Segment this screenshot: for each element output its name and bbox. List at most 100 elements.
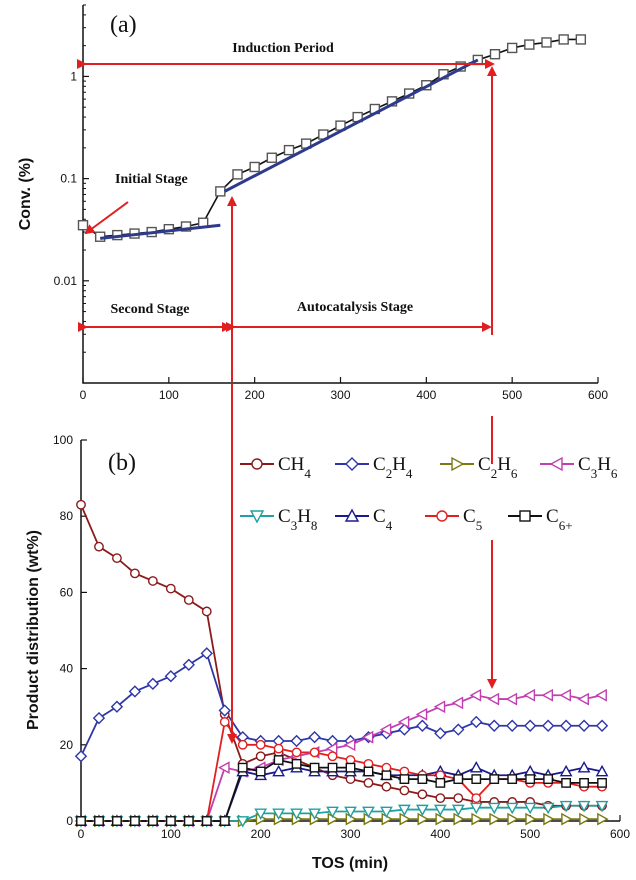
panel-b-data-point [380,806,393,819]
panel-a-data-point [489,49,501,60]
panel-b-data-point [308,808,321,821]
panel-b-data-point [435,793,446,804]
panel-b-data-point [507,774,518,784]
panel-b-data-point [236,816,250,828]
panel-b-data-point [291,758,302,769]
legend-label: C6+ [546,506,573,533]
legend-marker [344,508,360,522]
panel-a-data-point [180,221,192,232]
panel-a-series-line [82,38,581,238]
panel-b-data-point [164,670,178,683]
panel-b-y-tick-label: 60 [60,585,74,599]
panel-b-data-point [561,812,573,826]
legend-marker [345,457,359,471]
panel-b-data-point [541,802,555,815]
panel-b-data-point [597,812,609,826]
panel-b-data-point [309,747,320,758]
panel-b-data-point [219,717,230,727]
panel-b-label: (b) [108,450,136,476]
panel-b-data-point [579,778,589,788]
panel-a-y-tick-label: 0.01 [54,274,78,288]
initial-stage-arrow [84,201,129,235]
panel-b-data-point [94,541,104,552]
panel-b-data-point [379,723,392,736]
panel-b-data-point [577,692,589,706]
panel-b-data-point [489,774,500,784]
legend-marker [549,456,563,472]
panel-a-data-point [558,34,569,45]
panel-b-x-tick-label: 200 [251,827,271,841]
panel-b-data-point [344,806,357,819]
panel-b-data-point [381,781,392,792]
panel-b-data-point [308,730,321,744]
panel-b-data-point [559,764,573,777]
legend-label: C2H6 [478,454,518,481]
panel-b-data-point [343,738,356,752]
panel-a-y-axis-label: Conv. (%) [17,158,34,231]
panel-a-data-point [575,34,587,45]
panel-a-data-point [215,186,226,197]
legend-label: C3H6 [578,454,618,481]
panel-b-data-point [415,804,429,817]
panel-b-data-point [470,715,483,729]
panel-b-x-tick-label: 400 [430,827,450,841]
panel-b-series-line [81,766,603,822]
panel-b-data-point [577,800,591,813]
panel-b-data-point [254,808,268,821]
panel-b-data-point [146,677,160,691]
panel-b-data-point [398,723,411,736]
panel-b-data-point [272,808,286,821]
panel-b-data-point [112,553,122,564]
legend-label: C2H4 [373,454,413,481]
panel-b-data-point [452,723,465,736]
panel-b-series-line [80,651,603,757]
panel-b-data-point [345,762,356,773]
panel-b-data-point [237,739,248,750]
panel-b-data-point [435,812,447,826]
panel-b-data-point [415,707,428,721]
panel-b-data-point [433,804,447,817]
panel-b-data-point [525,812,537,826]
panel-a-x-tick-label: 400 [416,388,436,402]
panel-b-data-point [507,812,519,826]
panel-b-data-point [110,700,124,713]
panel-b-data-point [74,750,88,763]
legend-marker [249,510,265,524]
panel-b-data-point [361,730,374,744]
panel-a-x-tick-label: 0 [80,388,87,402]
panel-b-x-tick-label: 500 [520,827,540,841]
panel-a: (a) 0 100 200 300 400 500 600 0.01 0.1 1 Conv. (… [17,4,608,402]
panel-b-data-point [94,816,104,826]
panel-b-series-line [80,504,603,807]
panel-b-data-point [487,692,500,706]
panel-b-data-point [543,812,555,826]
panel-a-series [77,34,587,242]
panel-a-data-point [266,152,278,163]
panel-b-data-point [326,806,339,819]
panel-b-data-point [451,696,464,710]
panel-b-data-point [128,685,142,698]
annotation-autocatalysis-stage: Autocatalysis Stage [297,300,413,315]
panel-b-data-point [92,711,106,725]
panel-b-data-point [291,747,302,758]
panel-a-y-tick-label: 1 [70,69,77,83]
panel-b-data-point [577,719,591,732]
legend-marker [436,510,448,522]
panel-b-data-point [183,595,194,605]
panel-a-data-point [77,220,89,231]
legend-item: CH4 [240,454,311,481]
panel-a-fit-line [100,223,221,240]
panel-b-data-point [433,700,446,714]
legend-label: CH4 [278,454,311,481]
panel-b-data-point [417,774,428,784]
panel-b-data-point [327,751,338,762]
panel-a-data-point [541,37,552,48]
panel-b-data-point [327,762,338,773]
legend-item: C5 [425,506,482,533]
panel-b-data-point [273,755,284,765]
panel-a-x-tick-label: 100 [159,388,179,402]
panel-b-data-point [434,727,447,740]
panel-b-data-point [416,719,429,732]
panel-b-data-point [183,816,194,826]
